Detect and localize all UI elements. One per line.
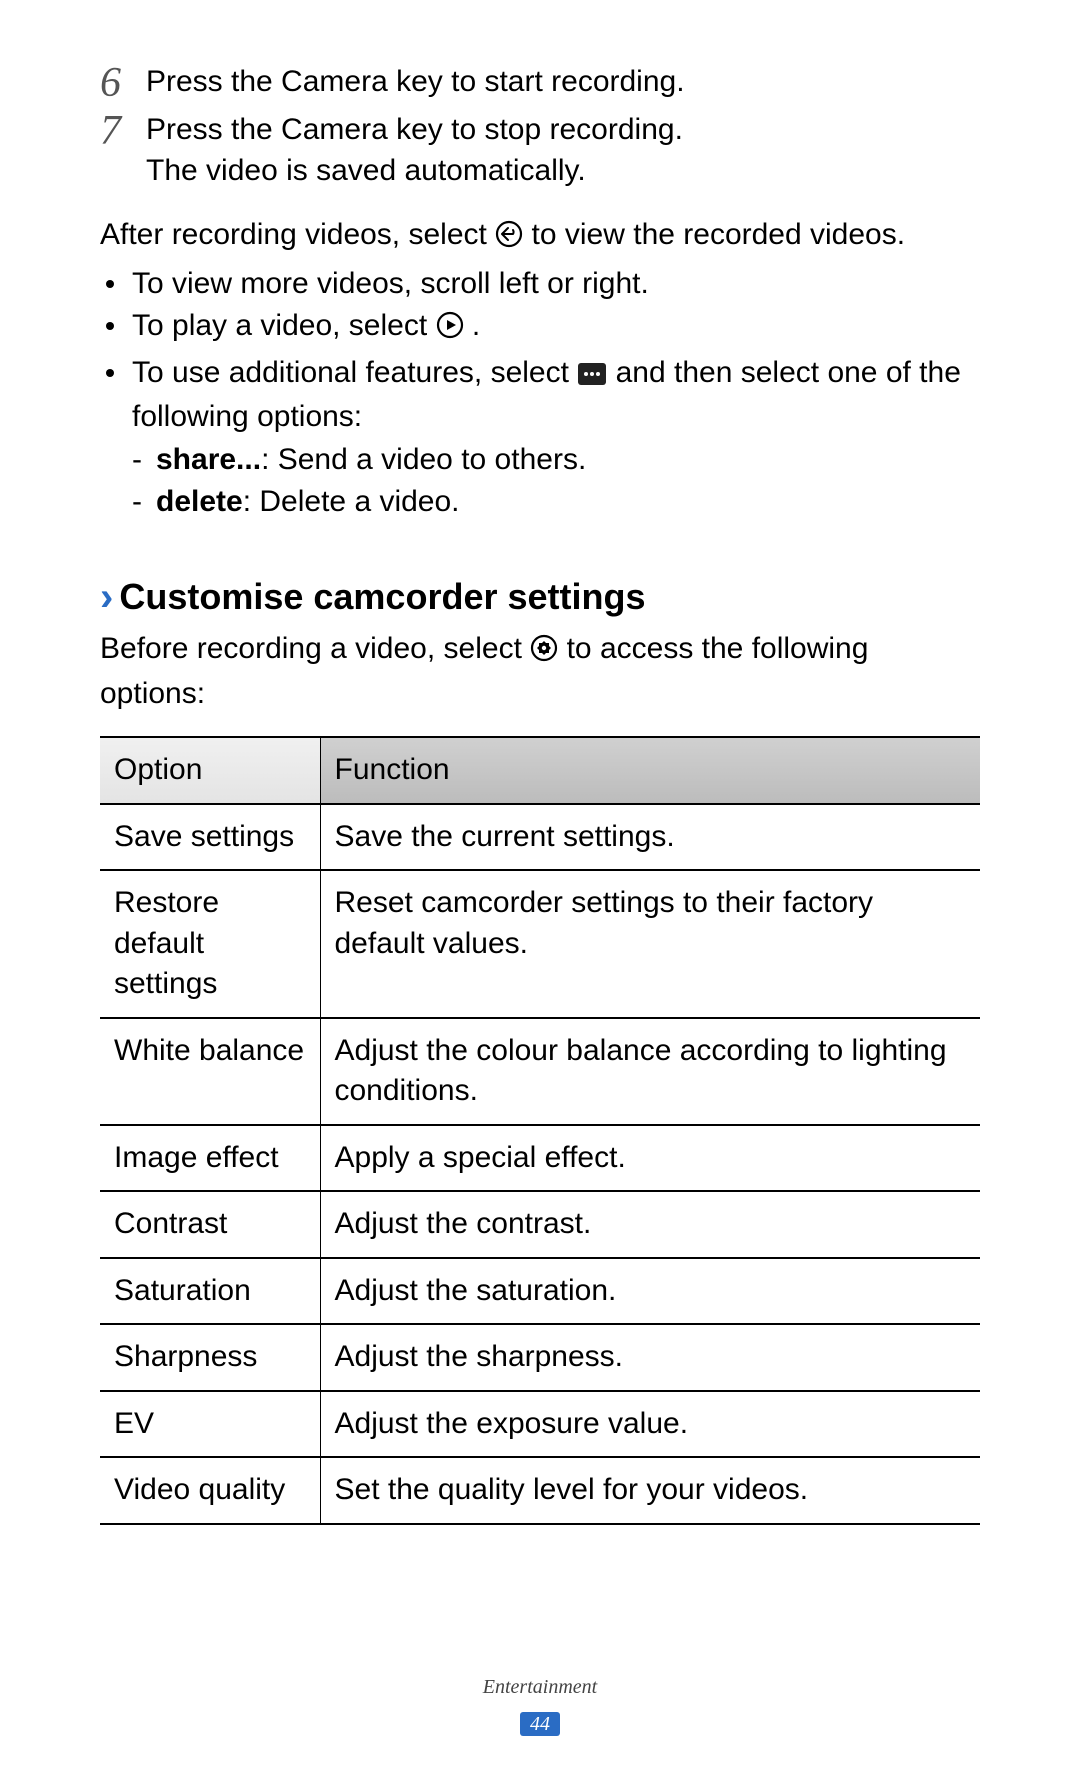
settings-table: Option Function Save settingsSave the cu…: [100, 736, 980, 1525]
option-cell: EV: [100, 1391, 320, 1458]
step-number: 7: [100, 108, 146, 152]
bullet-item: To view more videos, scroll left or righ…: [100, 264, 980, 305]
function-cell: Adjust the contrast.: [320, 1191, 980, 1258]
option-cell: Restore default settings: [100, 870, 320, 1018]
text: .: [472, 309, 480, 342]
text: To use additional features, select: [132, 356, 577, 389]
bullet-text: To use additional features, select and t…: [132, 353, 980, 438]
function-cell: Reset camcorder settings to their factor…: [320, 870, 980, 1018]
footer-section-label: Entertainment: [0, 1674, 1080, 1701]
option-cell: Image effect: [100, 1125, 320, 1192]
bullet-text: To view more videos, scroll left or righ…: [132, 264, 980, 305]
subbullet-label: share...: [156, 443, 261, 476]
bullet-item: To play a video, select .: [100, 306, 980, 351]
more-panel-icon: [577, 357, 607, 398]
section-title: Customise camcorder settings: [119, 573, 645, 622]
table-row: Image effectApply a special effect.: [100, 1125, 980, 1192]
table-row: EVAdjust the exposure value.: [100, 1391, 980, 1458]
section-intro: Before recording a video, select to acce…: [100, 629, 980, 714]
subbullet-item: - delete: Delete a video.: [132, 482, 980, 523]
table-row: SaturationAdjust the saturation.: [100, 1258, 980, 1325]
step-list: 6 Press the Camera key to start recordin…: [100, 60, 980, 191]
table-row: Restore default settingsReset camcorder …: [100, 870, 980, 1018]
table-header-function: Function: [320, 737, 980, 804]
subbullet-text: delete: Delete a video.: [156, 482, 460, 523]
option-cell: Saturation: [100, 1258, 320, 1325]
text: To play a video, select: [132, 309, 436, 342]
dash-icon: -: [132, 482, 156, 523]
subbullet-label: delete: [156, 485, 243, 518]
back-circle-icon: [495, 219, 523, 260]
function-cell: Save the current settings.: [320, 804, 980, 871]
table-row: SharpnessAdjust the sharpness.: [100, 1324, 980, 1391]
function-cell: Adjust the saturation.: [320, 1258, 980, 1325]
section-heading: › Customise camcorder settings: [100, 573, 980, 622]
chevron-icon: ›: [100, 577, 113, 617]
subbullet-rest: : Delete a video.: [243, 485, 460, 518]
function-cell: Adjust the exposure value.: [320, 1391, 980, 1458]
bullet-list: To view more videos, scroll left or righ…: [100, 264, 980, 523]
page-footer: Entertainment 44: [0, 1674, 1080, 1742]
option-cell: White balance: [100, 1018, 320, 1125]
option-cell: Contrast: [100, 1191, 320, 1258]
step-number: 6: [100, 60, 146, 104]
gear-circle-icon: [530, 633, 558, 674]
step-7: 7 Press the Camera key to stop recording…: [100, 108, 980, 191]
text: Before recording a video, select: [100, 632, 530, 665]
table-row: White balanceAdjust the colour balance a…: [100, 1018, 980, 1125]
table-body: Save settingsSave the current settings. …: [100, 804, 980, 1524]
function-cell: Set the quality level for your videos.: [320, 1457, 980, 1524]
option-cell: Sharpness: [100, 1324, 320, 1391]
function-cell: Adjust the colour balance according to l…: [320, 1018, 980, 1125]
subbullet-rest: : Send a video to others.: [261, 443, 586, 476]
bullet-dot-icon: [106, 369, 114, 377]
table-row: Video qualitySet the quality level for y…: [100, 1457, 980, 1524]
step-text: Press the Camera key to start recording.: [146, 60, 980, 103]
bullet-text: To play a video, select .: [132, 306, 980, 351]
step-text: Press the Camera key to stop recording.T…: [146, 108, 980, 191]
subbullet-text: share...: Send a video to others.: [156, 440, 586, 481]
option-cell: Save settings: [100, 804, 320, 871]
option-cell: Video quality: [100, 1457, 320, 1524]
table-header-row: Option Function: [100, 737, 980, 804]
page-number-badge: 44: [520, 1712, 560, 1736]
function-cell: Adjust the sharpness.: [320, 1324, 980, 1391]
table-row: ContrastAdjust the contrast.: [100, 1191, 980, 1258]
subbullet-item: - share...: Send a video to others.: [132, 440, 980, 481]
text: to view the recorded videos.: [532, 218, 906, 251]
table-row: Save settingsSave the current settings.: [100, 804, 980, 871]
function-cell: Apply a special effect.: [320, 1125, 980, 1192]
play-circle-icon: [436, 310, 464, 351]
text: After recording videos, select: [100, 218, 495, 251]
dash-icon: -: [132, 440, 156, 481]
step-6: 6 Press the Camera key to start recordin…: [100, 60, 980, 104]
bullet-item: To use additional features, select and t…: [100, 353, 980, 438]
bullet-dot-icon: [106, 280, 114, 288]
bullet-dot-icon: [106, 322, 114, 330]
after-recording-paragraph: After recording videos, select to view t…: [100, 215, 980, 260]
table-header-option: Option: [100, 737, 320, 804]
